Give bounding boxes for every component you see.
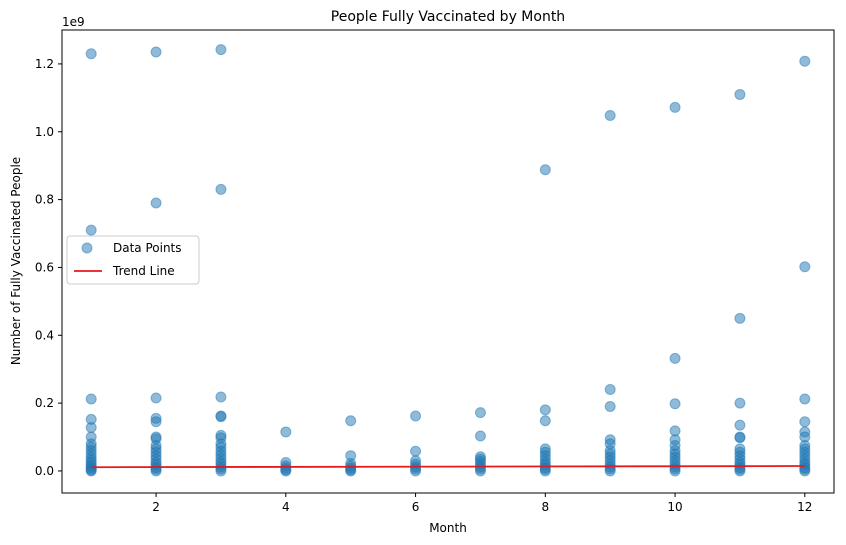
data-point: [669, 101, 681, 113]
data-point: [604, 465, 616, 477]
data-point: [215, 391, 227, 403]
y-tick-label: 0.0: [35, 464, 54, 478]
data-point: [539, 465, 551, 477]
trend-line: [91, 465, 805, 469]
data-point: [799, 55, 811, 67]
data-point: [734, 397, 746, 409]
data-point: [280, 426, 292, 438]
x-axis: 2 4 6 8 10 12: [152, 493, 812, 514]
data-point: [85, 465, 97, 477]
legend-label-data-points: Data Points: [113, 241, 182, 255]
data-point: [474, 407, 486, 419]
data-point: [669, 398, 681, 410]
data-point: [604, 109, 616, 121]
data-point: [474, 430, 486, 442]
y-tick-label: 0.2: [35, 396, 54, 410]
y-tick-label: 0.4: [35, 328, 54, 342]
y-axis-label: Number of Fully Vaccinated People: [9, 157, 23, 365]
data-point: [799, 416, 811, 428]
legend-box: [66, 235, 200, 285]
data-points-layer: [85, 44, 811, 477]
trend-line-layer: [91, 465, 805, 469]
data-point: [799, 393, 811, 405]
legend-marker-data-points: [81, 242, 93, 254]
data-point: [410, 410, 422, 422]
y-tick-label: 1.2: [35, 57, 54, 71]
data-point: [539, 415, 551, 427]
data-point: [734, 312, 746, 324]
data-point: [215, 465, 227, 477]
data-point: [85, 422, 97, 434]
data-point: [150, 465, 162, 477]
y-tick-label: 1.0: [35, 125, 54, 139]
data-point: [604, 401, 616, 413]
plot-frame: [61, 29, 835, 494]
data-point: [85, 48, 97, 60]
data-point: [150, 392, 162, 404]
data-point: [345, 415, 357, 427]
y-offset-label: 1e9: [62, 15, 85, 29]
legend: Data Points Trend Line: [66, 235, 200, 285]
data-point: [734, 88, 746, 100]
data-point: [669, 352, 681, 364]
data-point: [669, 465, 681, 477]
y-axis: 0.0 0.2 0.4 0.6 0.8 1.0 1.2: [35, 57, 62, 478]
data-point: [85, 224, 97, 236]
x-axis-label: Month: [429, 521, 467, 535]
data-point: [215, 183, 227, 195]
data-point: [799, 465, 811, 477]
data-point: [734, 432, 746, 444]
data-point: [215, 44, 227, 56]
data-point: [799, 261, 811, 273]
data-point: [410, 445, 422, 457]
x-tick-label: 4: [282, 500, 290, 514]
legend-label-trend-line: Trend Line: [112, 264, 175, 278]
x-tick-label: 6: [412, 500, 420, 514]
x-tick-label: 10: [667, 500, 682, 514]
data-point: [150, 46, 162, 58]
y-tick-label: 0.8: [35, 193, 54, 207]
data-point: [734, 465, 746, 477]
data-point: [215, 411, 227, 423]
data-point: [150, 197, 162, 209]
y-tick-label: 0.6: [35, 260, 54, 274]
x-tick-label: 12: [797, 500, 812, 514]
x-tick-label: 2: [152, 500, 160, 514]
data-point: [539, 164, 551, 176]
data-point: [734, 419, 746, 431]
data-point: [539, 404, 551, 416]
x-tick-label: 8: [541, 500, 549, 514]
data-point: [85, 393, 97, 405]
data-point: [280, 465, 292, 477]
data-point: [604, 384, 616, 396]
chart-title: People Fully Vaccinated by Month: [331, 9, 565, 25]
data-point: [150, 416, 162, 428]
